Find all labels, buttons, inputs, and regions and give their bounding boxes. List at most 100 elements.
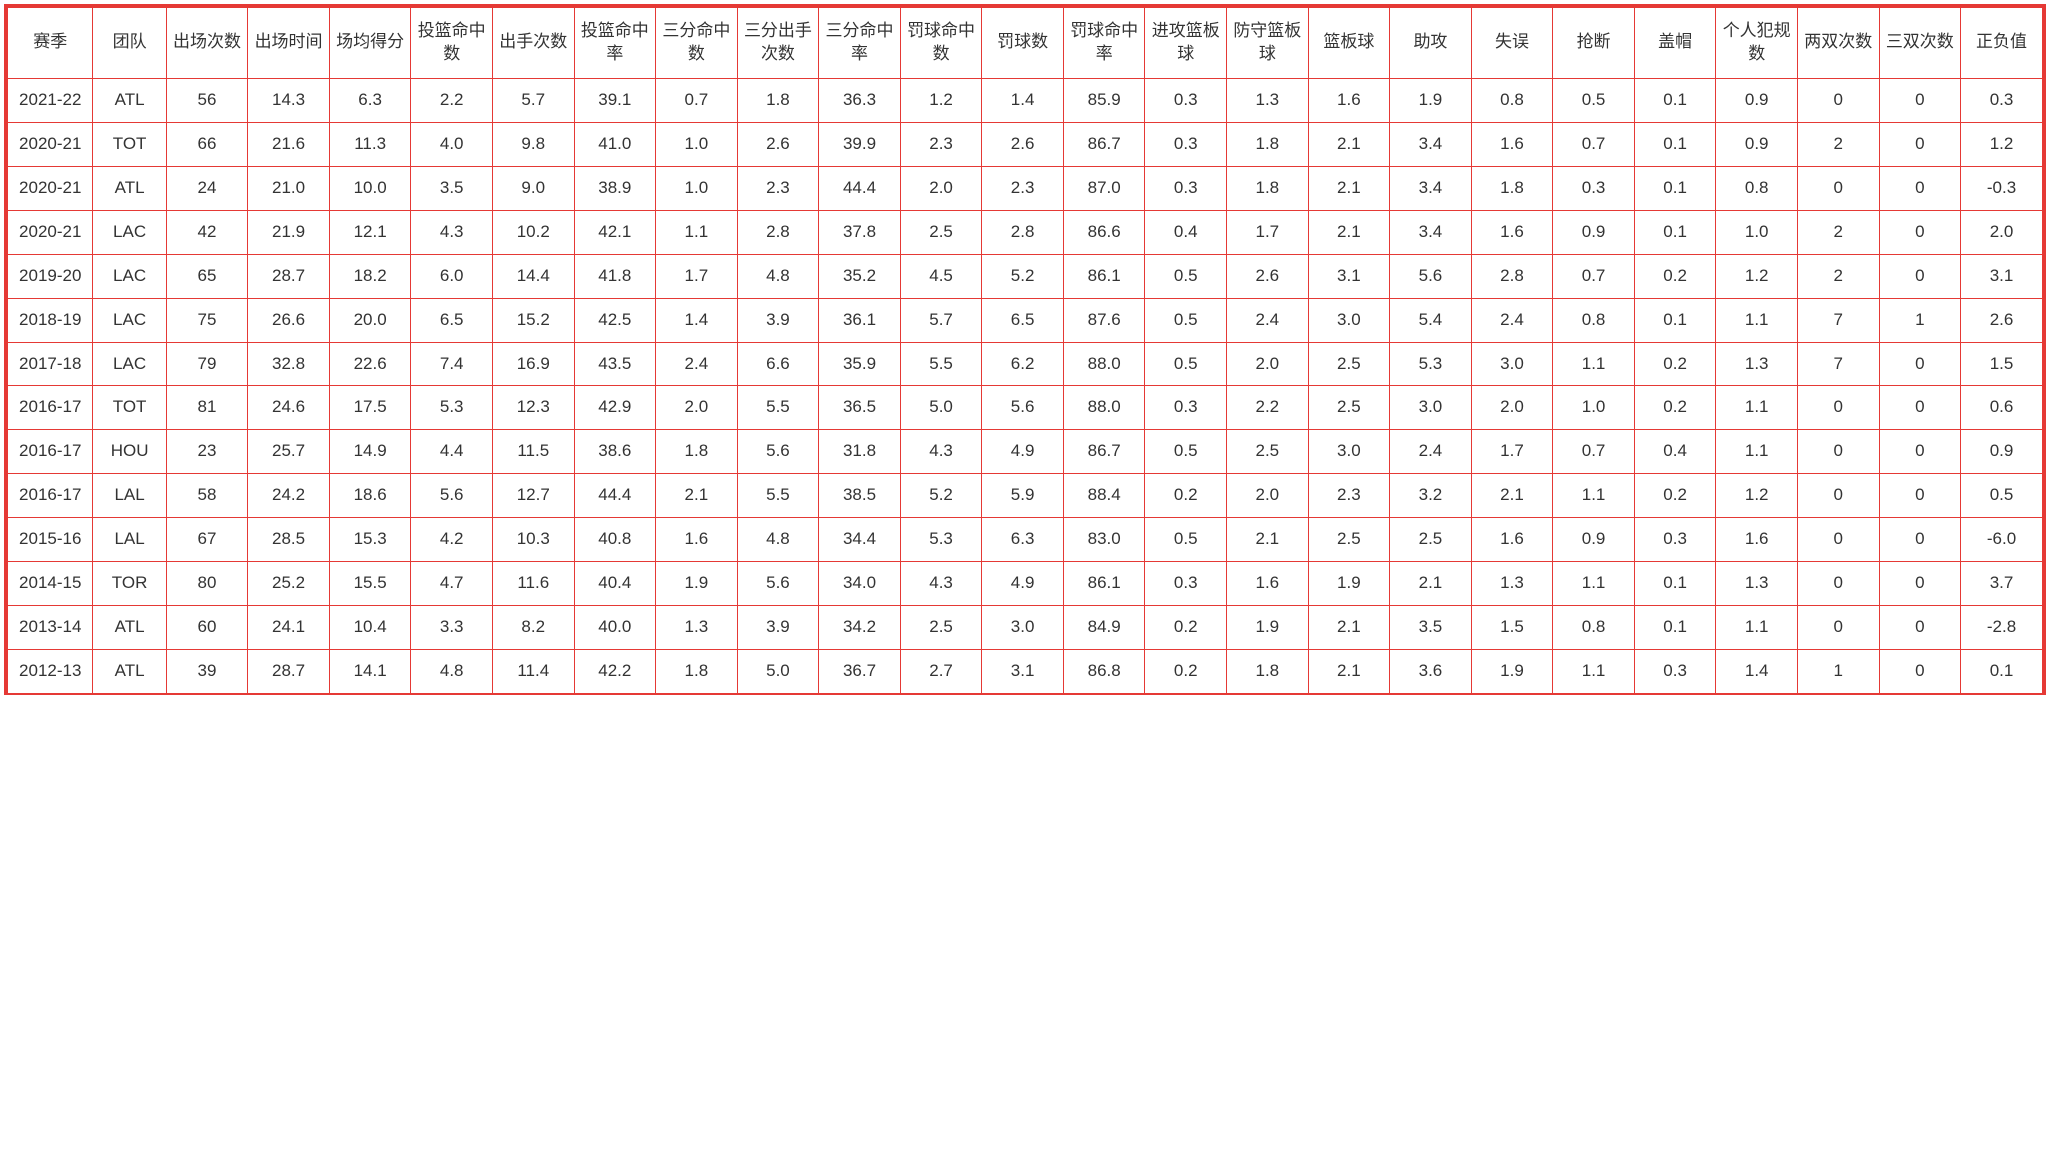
season-cell: 2020-21 <box>8 122 93 166</box>
stat-cell: 5.5 <box>900 342 982 386</box>
stat-cell: 5.4 <box>1390 298 1472 342</box>
stat-cell: 2.1 <box>1308 122 1390 166</box>
stat-cell: 2.3 <box>737 166 819 210</box>
stat-cell: 0.3 <box>1145 166 1227 210</box>
stat-cell: 0.3 <box>1961 78 2043 122</box>
table-row: 2018-19LAC7526.620.06.515.242.51.43.936.… <box>8 298 2043 342</box>
stat-cell: 0 <box>1879 166 1961 210</box>
stat-cell: 0.7 <box>656 78 738 122</box>
stat-cell: 2.5 <box>1308 518 1390 562</box>
stat-cell: 36.5 <box>819 386 901 430</box>
season-cell: 2020-21 <box>8 166 93 210</box>
stat-cell: 37.8 <box>819 210 901 254</box>
stat-cell: 0.5 <box>1145 430 1227 474</box>
stat-cell: 42.2 <box>574 650 656 694</box>
stat-cell: 3.4 <box>1390 166 1472 210</box>
stat-cell: 0.9 <box>1961 430 2043 474</box>
stat-cell: 1.9 <box>656 562 738 606</box>
stat-cell: 7 <box>1797 342 1879 386</box>
stat-cell: 3.2 <box>1390 474 1472 518</box>
stat-cell: 0.1 <box>1961 650 2043 694</box>
stat-cell: 2.4 <box>1227 298 1309 342</box>
stat-cell: 79 <box>166 342 248 386</box>
stat-cell: 1.1 <box>1553 650 1635 694</box>
stat-cell: 0.8 <box>1553 298 1635 342</box>
stat-cell: 1.8 <box>737 78 819 122</box>
stat-cell: 2.4 <box>656 342 738 386</box>
stat-cell: 0.2 <box>1145 650 1227 694</box>
stat-cell: 0.1 <box>1634 122 1716 166</box>
stat-cell: 0.2 <box>1634 474 1716 518</box>
stat-cell: 26.6 <box>248 298 330 342</box>
stats-table: 赛季团队出场次数出场时间场均得分投篮命中数出手次数投篮命中率三分命中数三分出手次… <box>7 7 2043 694</box>
stat-cell: 1.0 <box>1716 210 1798 254</box>
stat-cell: 0 <box>1879 78 1961 122</box>
table-body: 2021-22ATL5614.36.32.25.739.10.71.836.31… <box>8 78 2043 693</box>
stat-cell: 58 <box>166 474 248 518</box>
season-cell: 2016-17 <box>8 430 93 474</box>
stat-cell: 2.3 <box>1308 474 1390 518</box>
stat-cell: 1.0 <box>656 166 738 210</box>
stat-cell: 0 <box>1797 166 1879 210</box>
stat-cell: 12.3 <box>492 386 574 430</box>
stat-cell: 1.1 <box>656 210 738 254</box>
stat-cell: 0.3 <box>1145 386 1227 430</box>
column-header: 出场次数 <box>166 8 248 79</box>
stat-cell: 86.1 <box>1063 254 1145 298</box>
stat-cell: 3.0 <box>1390 386 1472 430</box>
stat-cell: 1.3 <box>1716 562 1798 606</box>
stat-cell: 0.2 <box>1634 254 1716 298</box>
stat-cell: 5.6 <box>737 430 819 474</box>
stat-cell: 5.9 <box>982 474 1064 518</box>
stat-cell: 14.1 <box>329 650 411 694</box>
table-row: 2020-21TOT6621.611.34.09.841.01.02.639.9… <box>8 122 2043 166</box>
stat-cell: 3.0 <box>1308 430 1390 474</box>
stat-cell: 0.3 <box>1145 122 1227 166</box>
stat-cell: 36.1 <box>819 298 901 342</box>
stat-cell: 0.8 <box>1471 78 1553 122</box>
stat-cell: 20.0 <box>329 298 411 342</box>
stat-cell: 80 <box>166 562 248 606</box>
stat-cell: 5.5 <box>737 386 819 430</box>
stat-cell: 22.6 <box>329 342 411 386</box>
stat-cell: 2.0 <box>1961 210 2043 254</box>
table-header: 赛季团队出场次数出场时间场均得分投篮命中数出手次数投篮命中率三分命中数三分出手次… <box>8 8 2043 79</box>
stat-cell: 39.1 <box>574 78 656 122</box>
stat-cell: 10.2 <box>492 210 574 254</box>
stat-cell: 0.1 <box>1634 78 1716 122</box>
stat-cell: 17.5 <box>329 386 411 430</box>
stat-cell: 2.2 <box>1227 386 1309 430</box>
column-header: 投篮命中率 <box>574 8 656 79</box>
stat-cell: 87.0 <box>1063 166 1145 210</box>
stat-cell: -2.8 <box>1961 606 2043 650</box>
stat-cell: 41.0 <box>574 122 656 166</box>
stat-cell: 1.8 <box>656 430 738 474</box>
stat-cell: 25.7 <box>248 430 330 474</box>
stat-cell: 1.3 <box>1227 78 1309 122</box>
stat-cell: 1.6 <box>1471 122 1553 166</box>
stat-cell: 1.4 <box>656 298 738 342</box>
stat-cell: 0 <box>1879 430 1961 474</box>
stat-cell: 7 <box>1797 298 1879 342</box>
stat-cell: 2.3 <box>982 166 1064 210</box>
stat-cell: 2.8 <box>982 210 1064 254</box>
stat-cell: 0 <box>1879 650 1961 694</box>
stat-cell: 34.4 <box>819 518 901 562</box>
stat-cell: 44.4 <box>819 166 901 210</box>
stat-cell: 21.0 <box>248 166 330 210</box>
stat-cell: 2.4 <box>1471 298 1553 342</box>
stat-cell: 0.7 <box>1553 430 1635 474</box>
header-row: 赛季团队出场次数出场时间场均得分投篮命中数出手次数投篮命中率三分命中数三分出手次… <box>8 8 2043 79</box>
stat-cell: 10.3 <box>492 518 574 562</box>
column-header: 两双次数 <box>1797 8 1879 79</box>
stat-cell: 6.3 <box>329 78 411 122</box>
stat-cell: 34.2 <box>819 606 901 650</box>
season-cell: 2012-13 <box>8 650 93 694</box>
stat-cell: 4.7 <box>411 562 493 606</box>
stat-cell: 1.9 <box>1227 606 1309 650</box>
stat-cell: 14.9 <box>329 430 411 474</box>
stat-cell: 5.3 <box>411 386 493 430</box>
season-cell: 2013-14 <box>8 606 93 650</box>
team-cell: TOR <box>93 562 166 606</box>
stat-cell: 3.0 <box>1471 342 1553 386</box>
